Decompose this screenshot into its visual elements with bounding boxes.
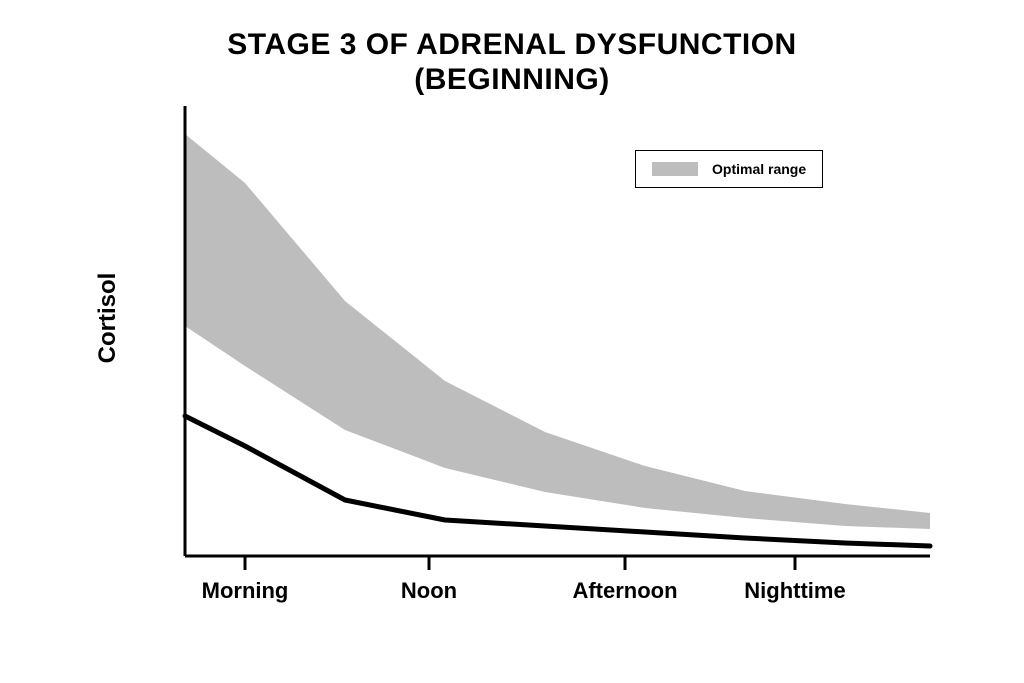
optimal-range-band [185,134,930,529]
title-line-2: (BEGINNING) [414,63,610,96]
y-axis-label: Cortisol [94,273,122,364]
title-line-1: STAGE 3 OF ADRENAL DYSFUNCTION [227,28,796,61]
chart-title: STAGE 3 OF ADRENAL DYSFUNCTION (BEGINNIN… [0,28,1024,97]
legend: Optimal range [635,150,823,188]
chart-container: STAGE 3 OF ADRENAL DYSFUNCTION (BEGINNIN… [0,0,1024,683]
legend-label: Optimal range [712,161,806,177]
x-tick-label: Afternoon [572,578,677,604]
x-tick-label: Morning [202,578,289,604]
legend-swatch-icon [652,162,698,176]
plot-area [180,106,965,586]
x-tick-label: Noon [401,578,457,604]
x-tick-label: Nighttime [744,578,845,604]
